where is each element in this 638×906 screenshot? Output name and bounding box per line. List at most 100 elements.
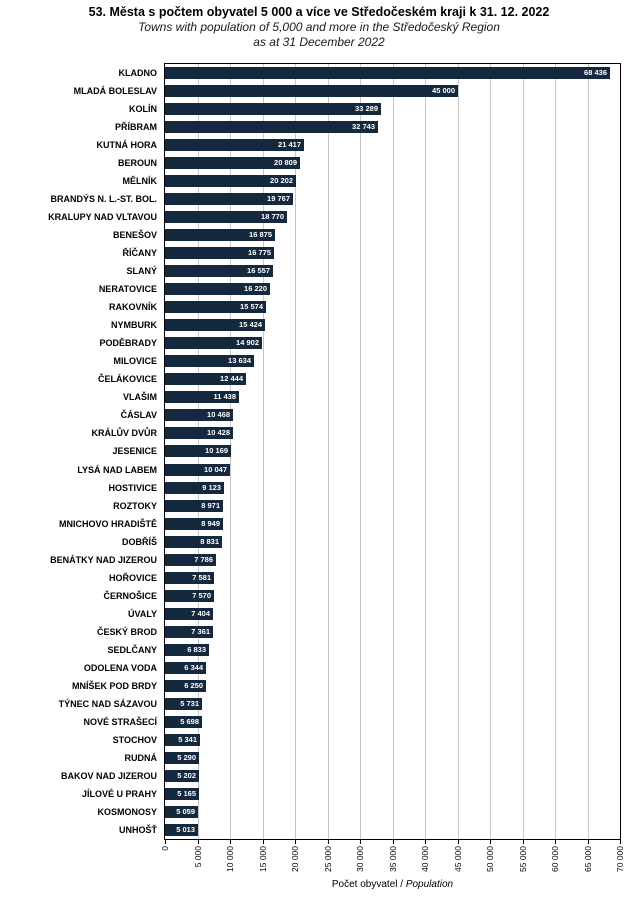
bar-j-lov-u-prahy: 5 165 [165, 788, 199, 800]
category-label: BRANDÝS N. L.-ST. BOL. [50, 194, 157, 204]
bar-odolena-voda: 6 344 [165, 662, 206, 674]
x-axis-tick [620, 839, 621, 844]
category-label: JESENICE [112, 446, 157, 456]
bar-hostivice: 9 123 [165, 482, 224, 494]
gridline [523, 64, 524, 839]
bar-kosmonosy: 5 059 [165, 806, 198, 818]
x-axis-tick [165, 839, 166, 844]
category-label: NOVÉ STRAŠECÍ [83, 717, 157, 727]
category-label: VLAŠIM [122, 392, 157, 402]
category-label: PŘÍBRAM [115, 122, 157, 132]
bar-value-label: 16 557 [247, 266, 270, 275]
bar-mnichovo-hradi-t-: 8 949 [165, 518, 223, 530]
bar-value-label: 13 634 [228, 356, 251, 365]
bar-value-label: 9 123 [202, 483, 221, 492]
x-axis-tick [198, 839, 199, 844]
category-label: NYMBURK [111, 320, 157, 330]
bar-nymburk: 15 424 [165, 319, 265, 331]
category-label: HOŘOVICE [108, 573, 157, 583]
category-axis: KLADNO MLADÁ BOLESLAV KOLÍN PŘÍBRAM KUTNÁ HO… [0, 64, 157, 839]
bar-bene-ov: 16 875 [165, 229, 275, 241]
x-axis-tick-label: 10 000 [225, 846, 235, 872]
bar-ho-ovice: 7 581 [165, 572, 214, 584]
bar-stochov: 5 341 [165, 734, 200, 746]
gridline [458, 64, 459, 839]
gridline [555, 64, 556, 839]
category-label: ŘÍČANY [122, 248, 157, 258]
x-axis-tick [555, 839, 556, 844]
category-label: DOBŘÍŠ [121, 537, 157, 547]
chart-title: 53. Města s počtem obyvatel 5 000 a více… [88, 5, 550, 19]
x-axis-tick [230, 839, 231, 844]
category-label: ČELÁKOVICE [97, 374, 157, 384]
bar-dob-: 8 831 [165, 536, 222, 548]
category-label: HOSTIVICE [108, 483, 157, 493]
category-label: BAKOV NAD JIZEROU [60, 771, 157, 781]
x-axis-title: Počet obyvatel / Population [164, 879, 621, 890]
bar-value-label: 7 404 [191, 609, 210, 618]
category-label: UNHOŠŤ [119, 825, 157, 835]
x-axis-tick-label: 15 000 [258, 846, 268, 872]
bar-milovice: 13 634 [165, 355, 254, 367]
bar--valy: 7 404 [165, 608, 213, 620]
chart-subtitle-date: as at 31 December 2022 [253, 35, 385, 49]
category-label: BENÁTKY NAD JIZEROU [50, 555, 157, 565]
category-label: ODOLENA VODA [83, 663, 157, 673]
bar-value-label: 7 570 [192, 591, 211, 600]
bar-value-label: 7 361 [191, 627, 210, 636]
bar-value-label: 16 775 [248, 248, 271, 257]
x-axis-tick-label: 60 000 [550, 846, 560, 872]
bar-value-label: 10 047 [204, 465, 227, 474]
bar-t-nec-nad-s-zavou: 5 731 [165, 698, 202, 710]
bar-vla-im: 11 438 [165, 391, 239, 403]
category-label: KRÁLŮV DVŮR [91, 428, 157, 438]
bar-value-label: 16 220 [244, 284, 267, 293]
bar-beroun: 20 809 [165, 157, 300, 169]
category-label: KOLÍN [129, 104, 157, 114]
x-axis-tick [425, 839, 426, 844]
x-axis-tick-label: 65 000 [583, 846, 593, 872]
category-label: SEDLČANY [107, 645, 157, 655]
bar-pod-brady: 14 902 [165, 337, 262, 349]
bar-brand-s-n-l-st-bol-: 19 767 [165, 193, 293, 205]
bar-value-label: 6 833 [187, 645, 206, 654]
x-axis-tick-label: 25 000 [323, 846, 333, 872]
bar-value-label: 10 169 [205, 446, 228, 455]
category-label: PODĚBRADY [99, 338, 157, 348]
x-axis-tick [490, 839, 491, 844]
title-block: 53. Města s počtem obyvatel 5 000 a více… [0, 5, 638, 50]
bar-value-label: 5 059 [176, 807, 195, 816]
category-label: ÚVALY [127, 609, 157, 619]
bar-value-label: 5 341 [178, 735, 197, 744]
bar-value-label: 7 786 [194, 555, 213, 564]
category-label: LYSÁ NAD LABEM [77, 465, 157, 475]
category-label: KLADNO [118, 68, 158, 78]
bar-value-label: 68 436 [584, 68, 607, 77]
bar-value-label: 15 574 [240, 302, 263, 311]
bar-value-label: 8 831 [200, 537, 219, 546]
bar--slav: 10 468 [165, 409, 233, 421]
gridline [360, 64, 361, 839]
bar-value-label: 8 949 [201, 519, 220, 528]
bar--any: 16 775 [165, 247, 274, 259]
x-axis-tick-label: 20 000 [290, 846, 300, 872]
bar--el-kovice: 12 444 [165, 373, 246, 385]
bar-unho-: 5 013 [165, 824, 198, 836]
category-label: SLANÝ [126, 266, 157, 276]
x-axis-tick [295, 839, 296, 844]
bar-value-label: 15 424 [239, 320, 262, 329]
x-axis-tick-label: 50 000 [485, 846, 495, 872]
bar-value-label: 6 250 [184, 681, 203, 690]
bar-value-label: 20 202 [270, 176, 293, 185]
plot-area: 68 436 45 000 33 289 32 743 21 417 20 809 20 2… [164, 63, 621, 840]
bar-bakov-nad-jizerou: 5 202 [165, 770, 199, 782]
category-label: MLADÁ BOLESLAV [73, 86, 157, 96]
bar-value-label: 5 013 [176, 825, 195, 834]
category-label: JÍLOVÉ U PRAHY [81, 789, 157, 799]
x-axis-tick-label: 40 000 [420, 846, 430, 872]
bar-value-label: 5 698 [180, 717, 199, 726]
bar-value-label: 6 344 [184, 663, 203, 672]
bar-mlad-boleslav: 45 000 [165, 85, 458, 97]
x-axis-tick-label: 5 000 [193, 846, 203, 868]
